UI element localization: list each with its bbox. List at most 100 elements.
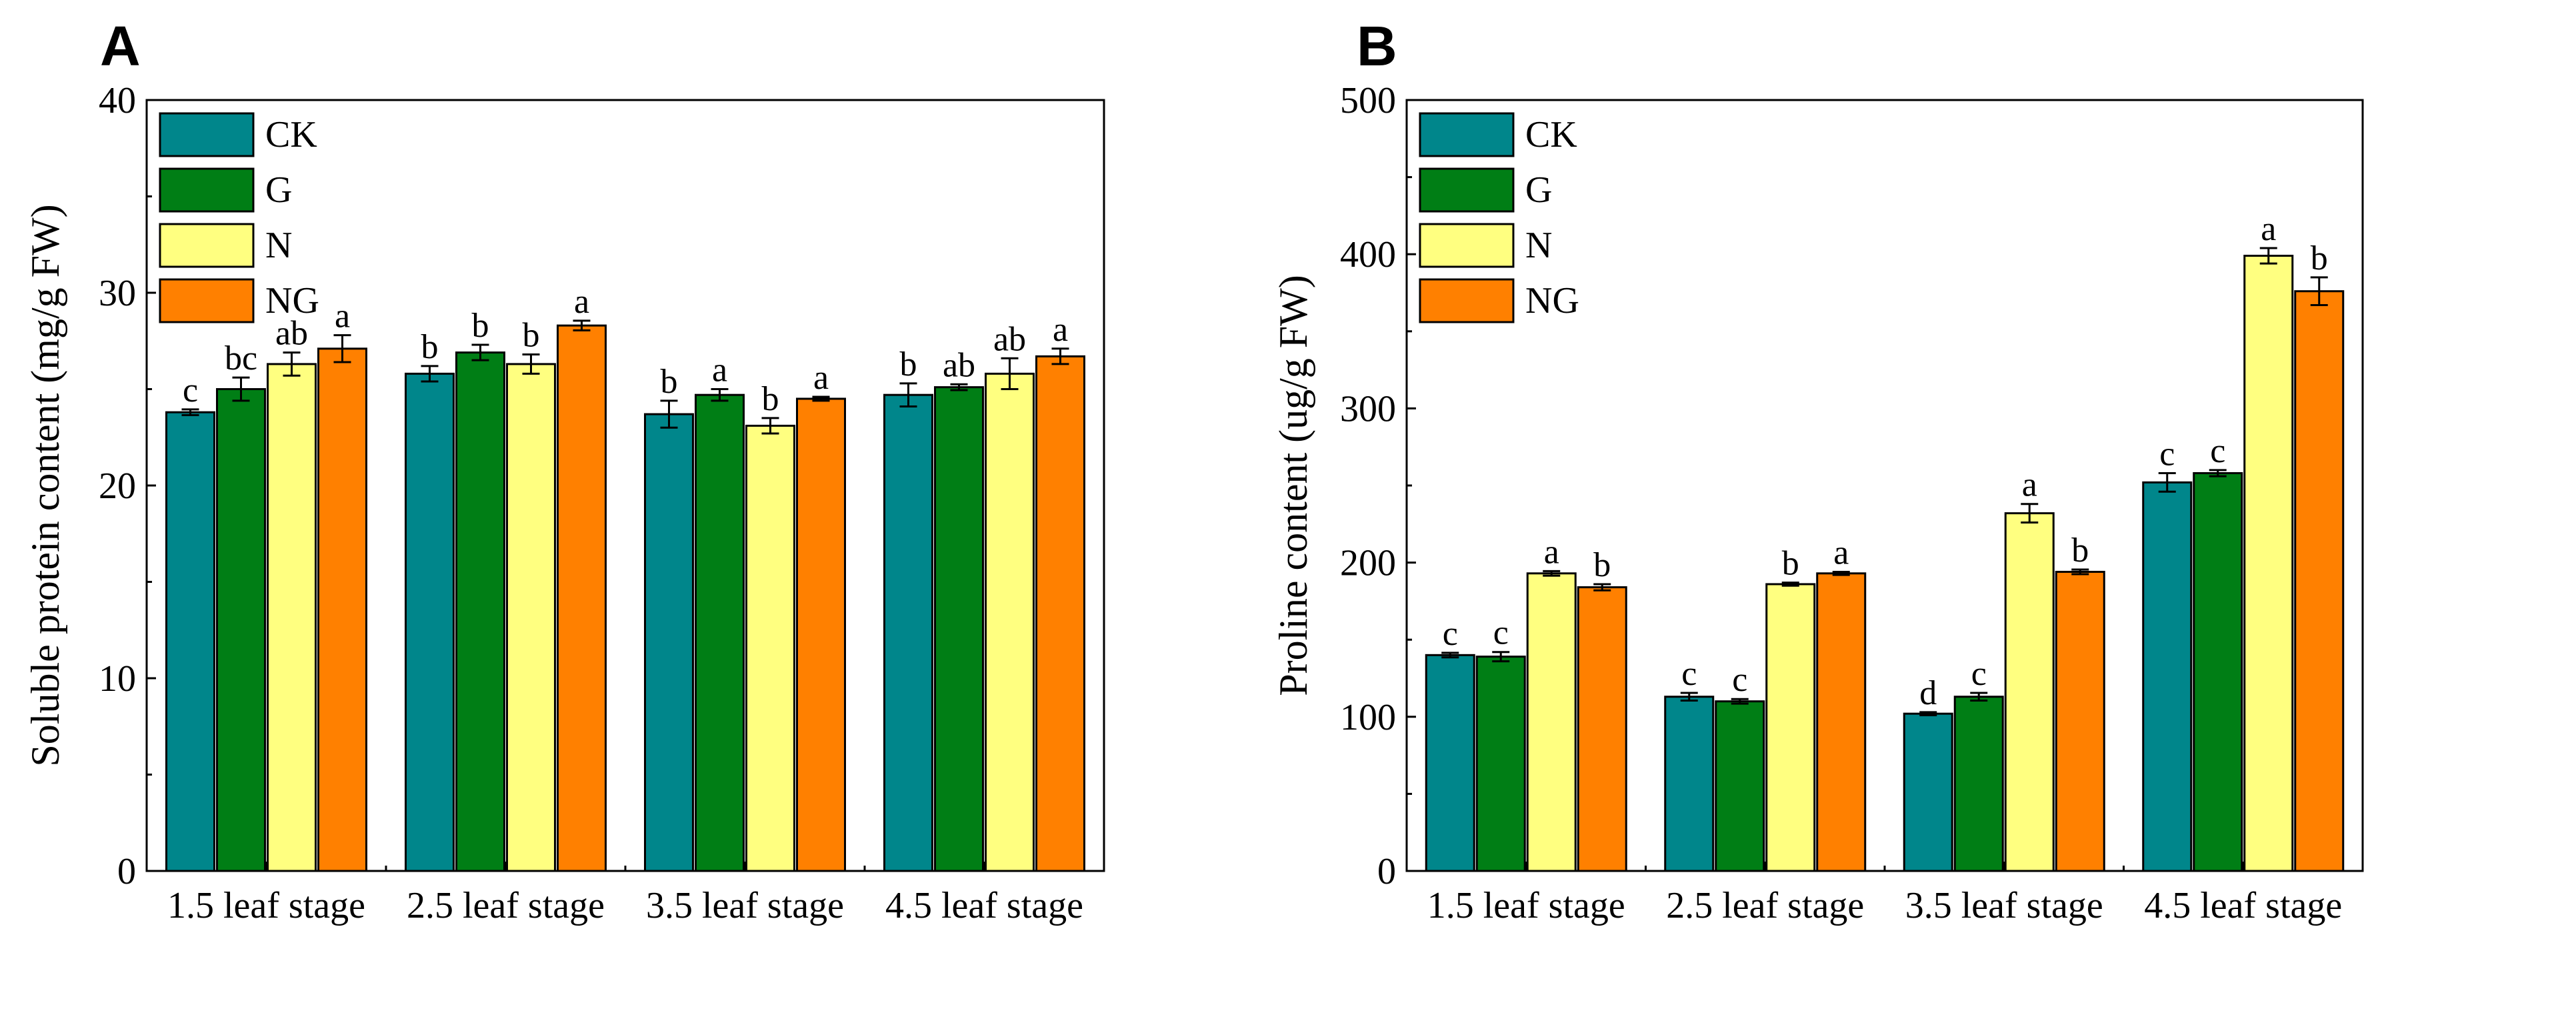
x-tick-label: 4.5 leaf stage bbox=[885, 885, 1083, 926]
bar bbox=[405, 372, 455, 872]
y-tick-label: 400 bbox=[1340, 234, 1396, 275]
bar bbox=[2243, 255, 2294, 872]
bar bbox=[1475, 656, 1526, 872]
significance-label: b bbox=[2071, 532, 2089, 570]
legend-label: N bbox=[1525, 225, 1552, 266]
significance-label: c bbox=[1443, 615, 1458, 653]
bar bbox=[745, 424, 795, 872]
bar bbox=[216, 388, 266, 872]
bar bbox=[2193, 472, 2243, 872]
bar bbox=[267, 363, 317, 872]
bar bbox=[1577, 586, 1627, 872]
bar bbox=[1526, 572, 1577, 872]
legend-label: NG bbox=[265, 280, 319, 321]
y-tick-label: 200 bbox=[1340, 543, 1396, 584]
x-tick-label: 3.5 leaf stage bbox=[1905, 885, 2103, 926]
legend-swatch bbox=[1419, 278, 1515, 323]
bar bbox=[695, 393, 745, 872]
significance-label: c bbox=[2210, 432, 2225, 470]
legend-label: N bbox=[265, 225, 292, 266]
bar bbox=[1953, 696, 2004, 872]
y-tick-label: 40 bbox=[99, 80, 136, 121]
y-tick-label: 0 bbox=[117, 851, 136, 892]
x-tick-label: 2.5 leaf stage bbox=[1666, 885, 1864, 926]
bar bbox=[1664, 696, 1715, 872]
significance-label: a bbox=[335, 297, 350, 335]
significance-label: a bbox=[813, 359, 829, 397]
y-tick-label: 10 bbox=[99, 658, 136, 700]
bar bbox=[2004, 512, 2055, 872]
significance-label: ab bbox=[943, 346, 975, 384]
legend-swatch bbox=[159, 223, 255, 268]
significance-label: d bbox=[1919, 674, 1937, 712]
significance-label: c bbox=[183, 371, 198, 409]
x-tick-label: 2.5 leaf stage bbox=[407, 885, 605, 926]
legend-swatch bbox=[1419, 167, 1515, 213]
significance-label: a bbox=[1833, 534, 1849, 572]
y-axis-title: Soluble protein content (mg/g FW) bbox=[23, 204, 67, 766]
bar bbox=[1903, 712, 1953, 872]
significance-label: c bbox=[1971, 655, 1987, 693]
significance-label: a bbox=[2261, 210, 2276, 248]
legend-swatch bbox=[159, 167, 255, 213]
bar bbox=[165, 411, 215, 872]
y-tick-label: 500 bbox=[1340, 80, 1396, 121]
bar bbox=[985, 372, 1035, 872]
significance-label: b bbox=[421, 328, 439, 366]
significance-label: c bbox=[2159, 435, 2175, 473]
significance-label: b bbox=[1593, 546, 1611, 584]
bar bbox=[1425, 654, 1475, 872]
y-tick-label: 0 bbox=[1377, 851, 1396, 892]
y-tick-label: 300 bbox=[1340, 388, 1396, 429]
legend-swatch bbox=[1419, 223, 1515, 268]
bar bbox=[557, 324, 607, 872]
significance-label: a bbox=[2022, 466, 2037, 504]
legend-swatch bbox=[159, 112, 255, 157]
bar bbox=[644, 413, 694, 872]
bar bbox=[2294, 290, 2345, 872]
significance-label: a bbox=[712, 351, 727, 389]
bar bbox=[1816, 572, 1867, 872]
panel-letter-b: B bbox=[1357, 15, 1397, 77]
y-axis-title: Proline content (ug/g FW) bbox=[1271, 275, 1315, 696]
significance-label: c bbox=[1732, 661, 1747, 699]
bar bbox=[317, 347, 367, 872]
panel-b: B 0 100 200 300 400 500 Proline content (ug/g … bbox=[1271, 15, 2364, 926]
legend-swatch bbox=[1419, 112, 1515, 157]
significance-label: bc bbox=[225, 339, 257, 377]
significance-label: a bbox=[1053, 311, 1068, 349]
legend-label: G bbox=[1525, 169, 1552, 211]
significance-label: b bbox=[900, 345, 917, 383]
significance-label: b bbox=[523, 316, 540, 354]
bar bbox=[506, 363, 556, 872]
bar bbox=[1715, 700, 1765, 872]
bar bbox=[1035, 355, 1085, 872]
legend-label: CK bbox=[1525, 114, 1577, 155]
x-tick-label: 4.5 leaf stage bbox=[2144, 885, 2342, 926]
significance-label: a bbox=[1544, 533, 1559, 571]
legend-label: NG bbox=[1525, 280, 1579, 321]
plot-area-a: 0 10 20 30 40 Soluble protein content (mg/g F… bbox=[23, 80, 1105, 926]
significance-label: b bbox=[661, 363, 678, 401]
significance-label: ab bbox=[993, 320, 1026, 358]
bar bbox=[455, 351, 505, 872]
significance-label: b bbox=[472, 307, 489, 345]
significance-label: c bbox=[1681, 655, 1697, 693]
bar bbox=[1765, 583, 1816, 872]
panel-a: A 0 10 20 30 40 Soluble protein content (mg/g… bbox=[23, 15, 1105, 926]
significance-label: c bbox=[1493, 614, 1509, 652]
y-tick-label: 30 bbox=[99, 273, 136, 314]
bar bbox=[2055, 570, 2105, 872]
legend-label: G bbox=[265, 169, 292, 211]
significance-label: b bbox=[1782, 545, 1799, 583]
legend-swatch bbox=[159, 278, 255, 323]
y-tick-label: 100 bbox=[1340, 697, 1396, 738]
x-tick-label: 1.5 leaf stage bbox=[167, 885, 365, 926]
significance-label: b bbox=[762, 380, 779, 418]
plot-area-b: 0 100 200 300 400 500 Proline content (ug/g FW… bbox=[1271, 80, 2364, 926]
bar bbox=[934, 386, 984, 872]
significance-label: b bbox=[2311, 239, 2328, 277]
x-tick-label: 3.5 leaf stage bbox=[646, 885, 844, 926]
significance-label: ab bbox=[275, 315, 308, 353]
